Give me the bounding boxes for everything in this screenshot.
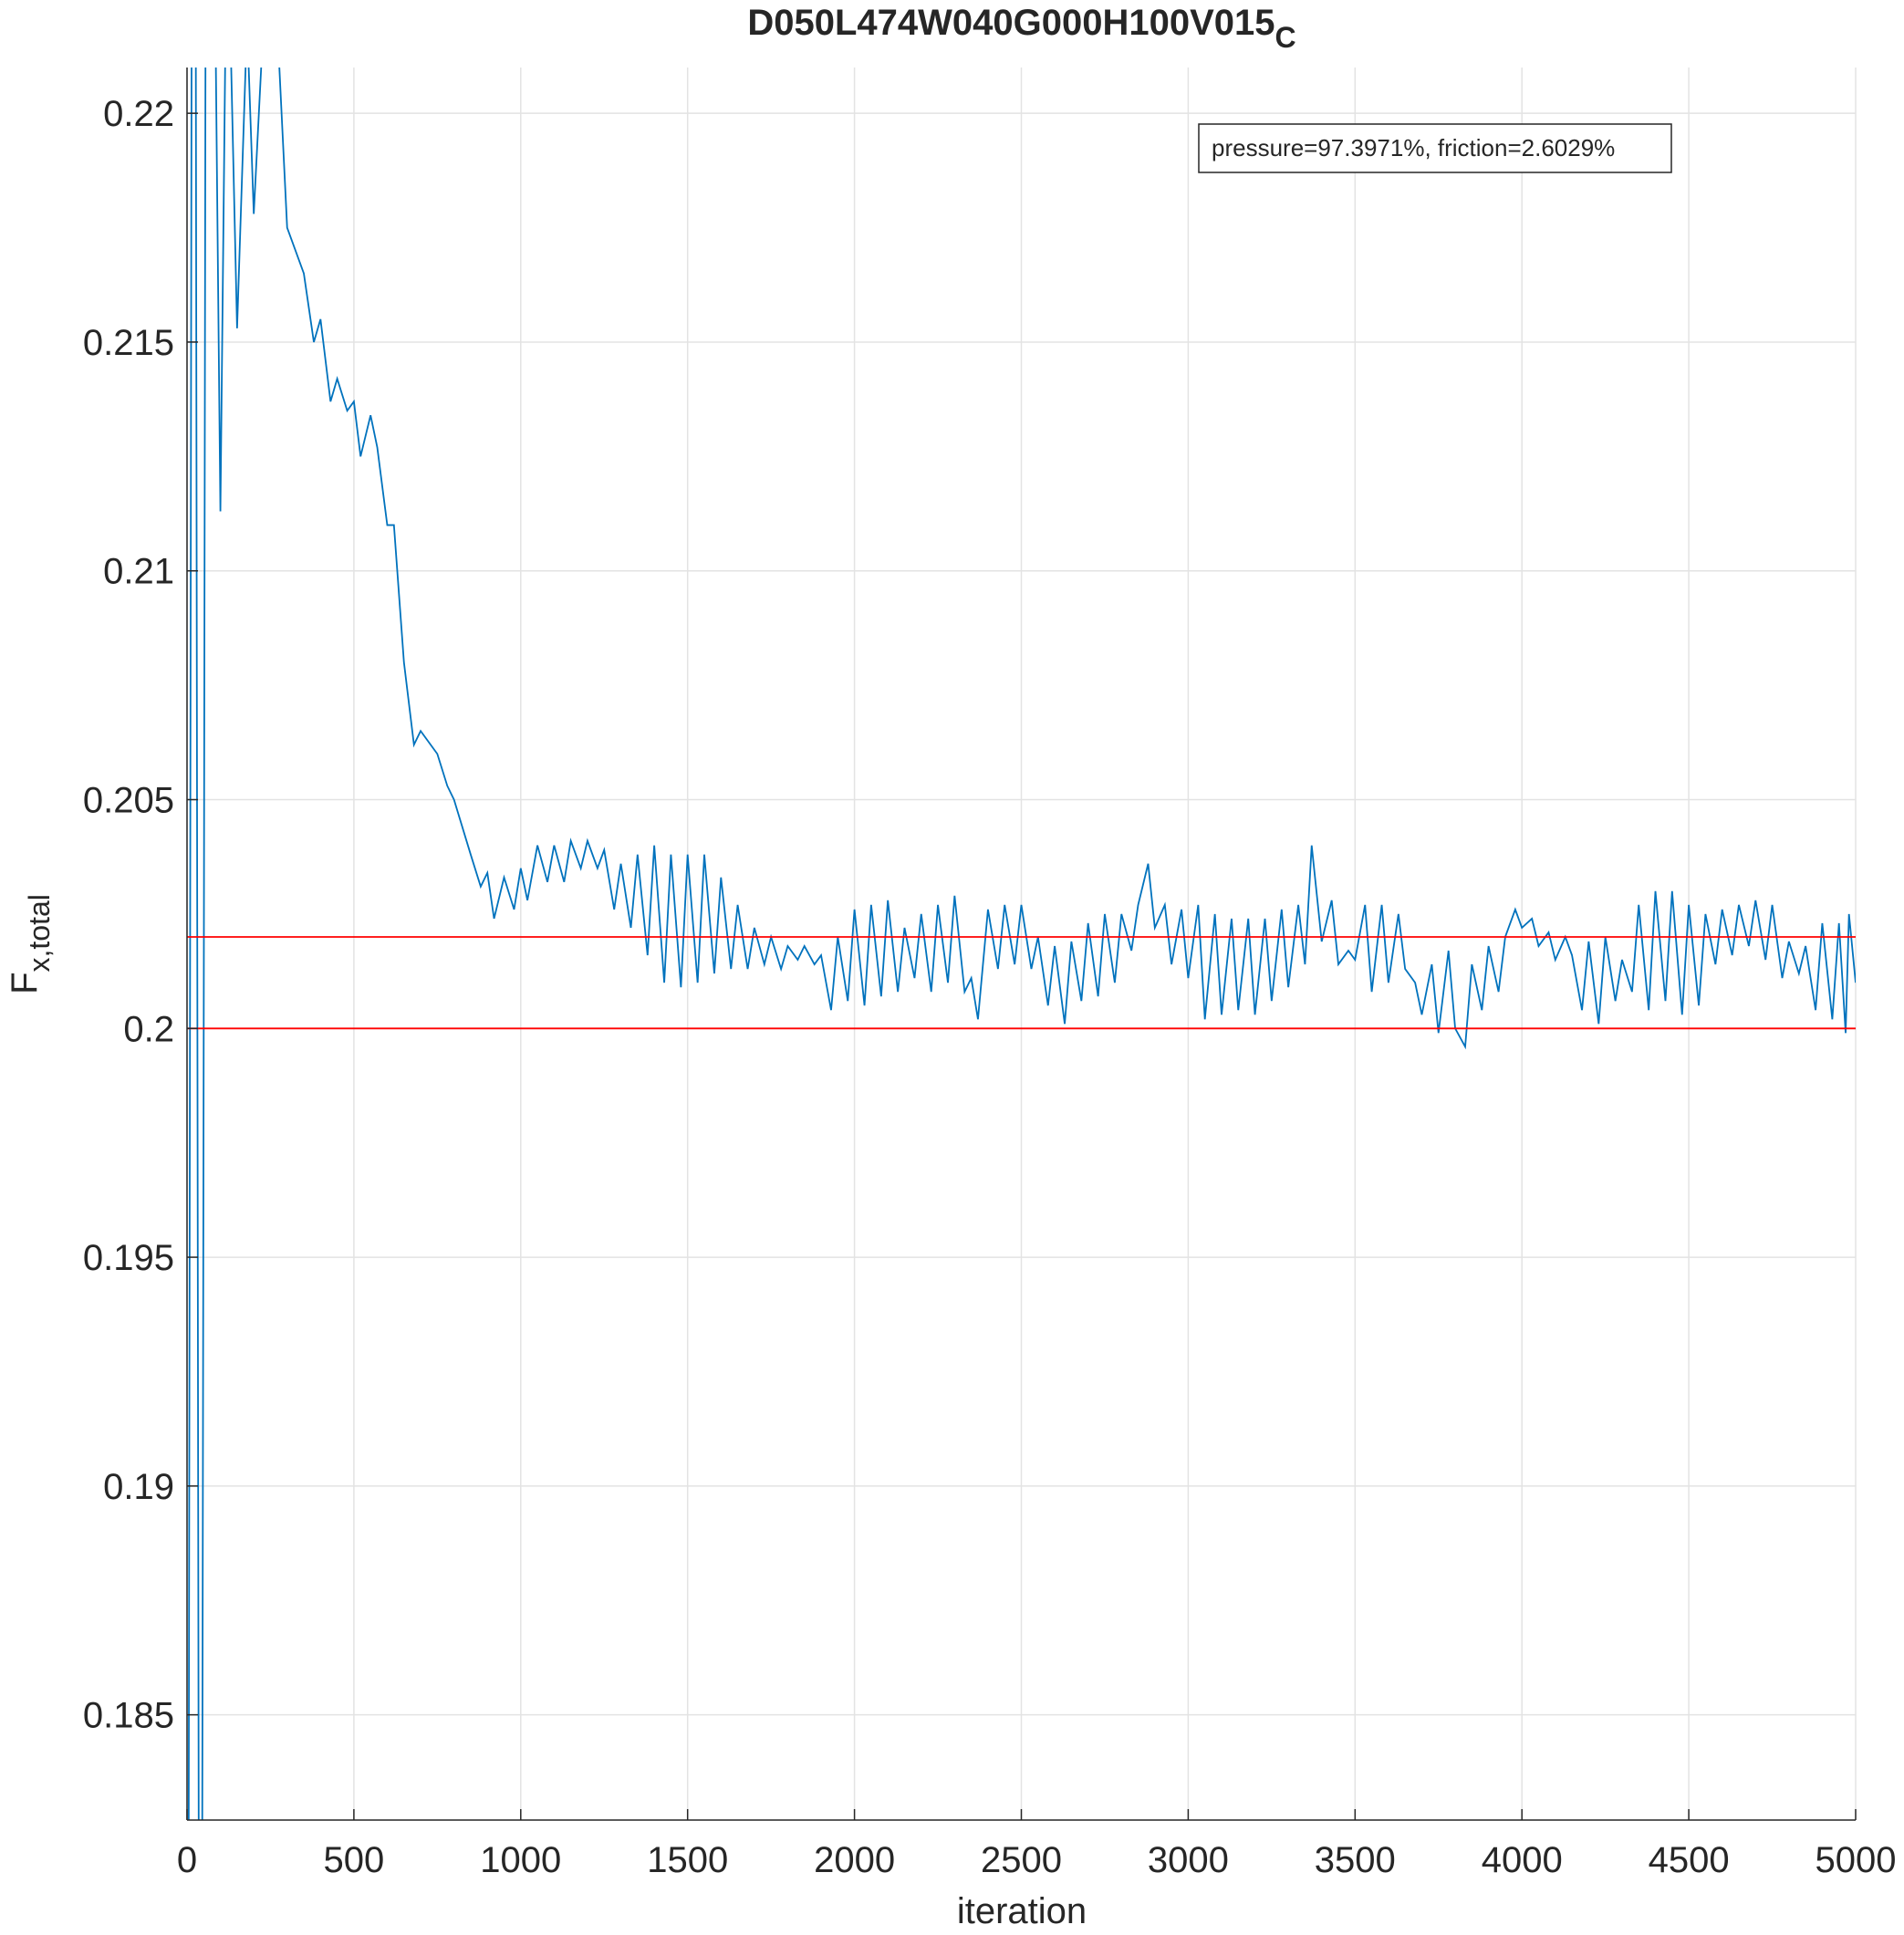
lines bbox=[187, 68, 1856, 1820]
annotation-box bbox=[1198, 123, 1672, 173]
y-tick-label: 0.19 bbox=[103, 1467, 174, 1507]
y-tick-label: 0.205 bbox=[83, 781, 174, 821]
x-tick-label: 4000 bbox=[1482, 1840, 1563, 1880]
y-label-main: F bbox=[5, 972, 45, 994]
title-subscript: C bbox=[1275, 21, 1296, 54]
y-tick-label: 0.2 bbox=[123, 1009, 174, 1049]
y-tick-label: 0.215 bbox=[83, 323, 174, 363]
x-tick-label: 2500 bbox=[981, 1840, 1062, 1880]
x-tick-label: 1500 bbox=[647, 1840, 728, 1880]
chart-title: D050L474W040G000H100V015C bbox=[747, 3, 1295, 54]
x-tick-label: 4500 bbox=[1649, 1840, 1730, 1880]
data-line bbox=[187, 68, 1856, 1820]
x-tick-label: 1000 bbox=[480, 1840, 561, 1880]
x-tick-label: 500 bbox=[324, 1840, 385, 1880]
y-tick-label: 0.195 bbox=[83, 1238, 174, 1278]
x-tick-label: 3000 bbox=[1148, 1840, 1229, 1880]
title-main: D050L474W040G000H100V015 bbox=[747, 3, 1275, 43]
x-axis-label: iteration bbox=[957, 1891, 1087, 1930]
x-tick-label: 2000 bbox=[814, 1840, 895, 1880]
y-tick-label: 0.21 bbox=[103, 552, 174, 592]
y-label-subscript: x,total bbox=[23, 894, 56, 972]
y-tick-label: 0.185 bbox=[83, 1696, 174, 1736]
x-tick-label: 3500 bbox=[1315, 1840, 1396, 1880]
x-tick-label: 5000 bbox=[1816, 1840, 1897, 1880]
x-tick-label: 0 bbox=[177, 1840, 197, 1880]
annotation: pressure=97.3971%, friction=2.6029% bbox=[1212, 134, 1615, 161]
y-tick-label: 0.22 bbox=[103, 94, 174, 134]
y-axis-label: Fx,total bbox=[5, 894, 56, 994]
